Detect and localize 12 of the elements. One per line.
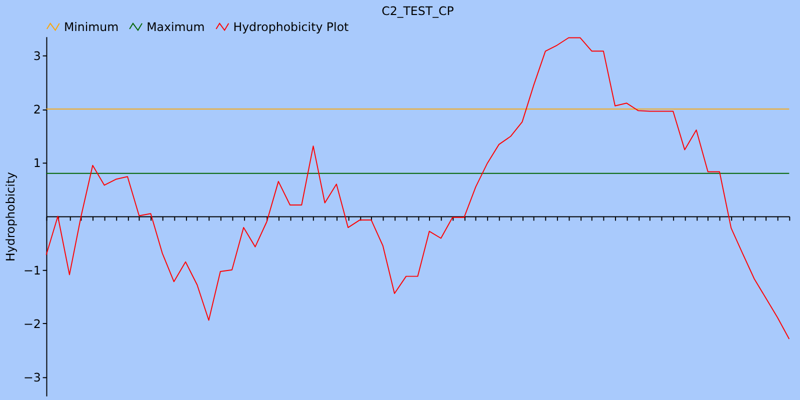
y-tick-label: 3: [33, 48, 41, 63]
y-axis-title: Hydrophobicity: [4, 172, 18, 262]
y-tick-label: 1: [33, 156, 41, 170]
y-tick-label: −1: [23, 263, 41, 278]
y-tick-label: 2: [33, 102, 41, 116]
chart-title: C2_TEST_CP: [382, 4, 454, 18]
legend-label: Maximum: [146, 20, 205, 34]
legend-label: Hydrophobicity Plot: [233, 20, 350, 34]
y-tick-label: −3: [23, 370, 41, 385]
legend-label: Minimum: [64, 20, 119, 34]
line-series: [46, 37, 790, 340]
y-tick-label: −2: [23, 316, 41, 331]
